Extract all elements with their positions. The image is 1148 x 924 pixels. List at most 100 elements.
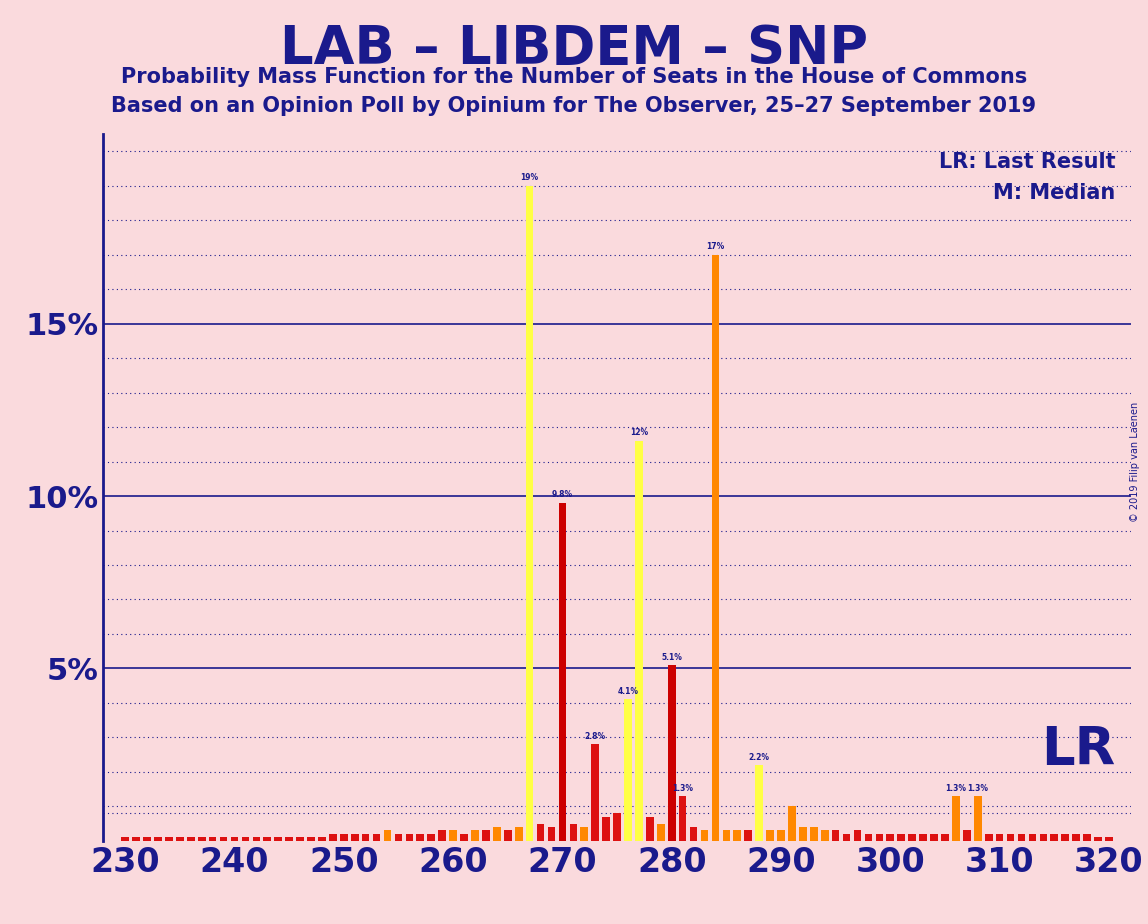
Bar (274, 837, 282, 841)
Bar (930, 834, 938, 841)
Bar (504, 831, 512, 841)
Bar (690, 827, 697, 841)
Bar (537, 823, 544, 841)
Bar (569, 823, 577, 841)
Text: LR: Last Result: LR: Last Result (939, 152, 1116, 172)
Bar (427, 834, 435, 841)
Bar (308, 837, 315, 841)
Bar (886, 834, 894, 841)
Text: 1.3%: 1.3% (968, 784, 988, 793)
Text: Based on an Opinion Poll by Opinium for The Observer, 25–27 September 2019: Based on an Opinion Poll by Opinium for … (111, 96, 1037, 116)
Bar (722, 831, 730, 841)
Text: 5.1%: 5.1% (661, 652, 682, 662)
Bar (187, 837, 195, 841)
Bar (351, 834, 358, 841)
Bar (405, 834, 413, 841)
Bar (712, 255, 720, 841)
Bar (263, 837, 271, 841)
Bar (864, 834, 872, 841)
Bar (995, 834, 1003, 841)
Bar (395, 834, 402, 841)
Bar (197, 837, 205, 841)
Bar (1007, 834, 1015, 841)
Text: 2.2%: 2.2% (748, 752, 769, 761)
Bar (154, 837, 162, 841)
Text: Probability Mass Function for the Number of Seats in the House of Commons: Probability Mass Function for the Number… (121, 67, 1027, 88)
Bar (591, 745, 599, 841)
Bar (548, 827, 556, 841)
Bar (122, 837, 129, 841)
Bar (492, 827, 501, 841)
Bar (514, 827, 522, 841)
Bar (963, 831, 971, 841)
Text: 2.8%: 2.8% (584, 732, 606, 741)
Bar (362, 834, 370, 841)
Text: 17%: 17% (706, 242, 724, 251)
Text: 12%: 12% (630, 429, 647, 437)
Bar (1029, 834, 1037, 841)
Bar (526, 186, 534, 841)
Bar (974, 796, 982, 841)
Bar (231, 837, 239, 841)
Text: 1.3%: 1.3% (672, 784, 693, 793)
Bar (766, 831, 774, 841)
Bar (176, 837, 184, 841)
Bar (810, 827, 817, 841)
Bar (799, 827, 807, 841)
Bar (952, 796, 960, 841)
Bar (1094, 837, 1102, 841)
Text: LAB – LIBDEM – SNP: LAB – LIBDEM – SNP (280, 23, 868, 75)
Bar (920, 834, 926, 841)
Text: 19%: 19% (520, 174, 538, 182)
Bar (296, 837, 304, 841)
Text: © 2019 Filip van Laenen: © 2019 Filip van Laenen (1130, 402, 1140, 522)
Bar (734, 831, 742, 841)
Bar (253, 837, 261, 841)
Bar (876, 834, 883, 841)
Text: 4.1%: 4.1% (618, 687, 638, 696)
Bar (132, 837, 140, 841)
Bar (755, 765, 763, 841)
Bar (340, 834, 348, 841)
Bar (941, 834, 948, 841)
Bar (777, 831, 785, 841)
Bar (329, 834, 336, 841)
Bar (821, 831, 829, 841)
Bar (383, 831, 391, 841)
Bar (1072, 834, 1080, 841)
Text: 1.3%: 1.3% (946, 784, 967, 793)
Bar (700, 831, 708, 841)
Bar (373, 834, 380, 841)
Text: 9.8%: 9.8% (552, 491, 573, 500)
Bar (908, 834, 916, 841)
Bar (482, 831, 490, 841)
Bar (646, 817, 653, 841)
Bar (1017, 834, 1025, 841)
Bar (144, 837, 150, 841)
Bar (1050, 834, 1058, 841)
Bar (603, 817, 610, 841)
Bar (1084, 834, 1091, 841)
Bar (449, 831, 457, 841)
Text: M: Median: M: Median (993, 184, 1116, 203)
Bar (1106, 837, 1112, 841)
Bar (843, 834, 851, 841)
Text: LR: LR (1041, 724, 1116, 776)
Bar (286, 837, 293, 841)
Bar (581, 827, 588, 841)
Bar (318, 837, 326, 841)
Bar (1062, 834, 1069, 841)
Bar (417, 834, 424, 841)
Bar (241, 837, 249, 841)
Bar (657, 823, 665, 841)
Bar (789, 807, 796, 841)
Bar (209, 837, 217, 841)
Bar (1039, 834, 1047, 841)
Bar (625, 699, 631, 841)
Bar (854, 831, 861, 841)
Bar (898, 834, 905, 841)
Bar (744, 831, 752, 841)
Bar (635, 441, 643, 841)
Bar (678, 796, 687, 841)
Bar (668, 665, 675, 841)
